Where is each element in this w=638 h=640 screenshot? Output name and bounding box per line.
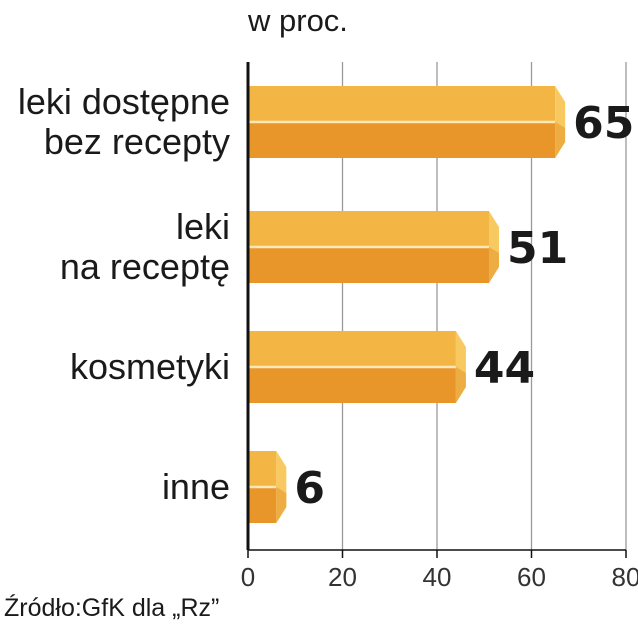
category-label: inne: [162, 466, 230, 507]
bar: [248, 211, 499, 283]
x-tick-label: 40: [423, 562, 452, 592]
category-label: leki: [176, 206, 230, 247]
bar-top-face: [248, 86, 556, 122]
bar: [248, 331, 466, 403]
bar-end-cap-shade: [455, 367, 466, 403]
x-tick-label: 80: [612, 562, 638, 592]
bar-bottom-face: [248, 122, 556, 158]
category-label: na receptę: [60, 246, 230, 287]
x-tick-label: 20: [328, 562, 357, 592]
source-label: Źródło:GfK dla „Rz”: [4, 593, 219, 622]
bar-end-cap-shade: [276, 487, 287, 523]
value-label: 65: [573, 98, 634, 149]
bar-end-cap-shade: [488, 247, 499, 283]
unit-label: w proc.: [247, 3, 348, 38]
value-label: 51: [507, 223, 568, 274]
category-label: bez recepty: [44, 121, 230, 162]
category-label: leki dostępne: [18, 81, 230, 122]
bar-bottom-face: [248, 487, 277, 523]
bar-bottom-face: [248, 367, 456, 403]
bars-layer: [248, 86, 566, 523]
value-label: 44: [474, 343, 535, 394]
x-tick-label: 60: [517, 562, 546, 592]
x-tick-label: 0: [241, 562, 255, 592]
value-label: 6: [294, 463, 325, 514]
category-label: kosmetyki: [70, 346, 230, 387]
bar: [248, 451, 287, 523]
bar-bottom-face: [248, 247, 489, 283]
bar-top-face: [248, 211, 489, 247]
bar-top-face: [248, 451, 277, 487]
bar-end-cap-shade: [555, 122, 566, 158]
bar: [248, 86, 566, 158]
bar-top-face: [248, 331, 456, 367]
